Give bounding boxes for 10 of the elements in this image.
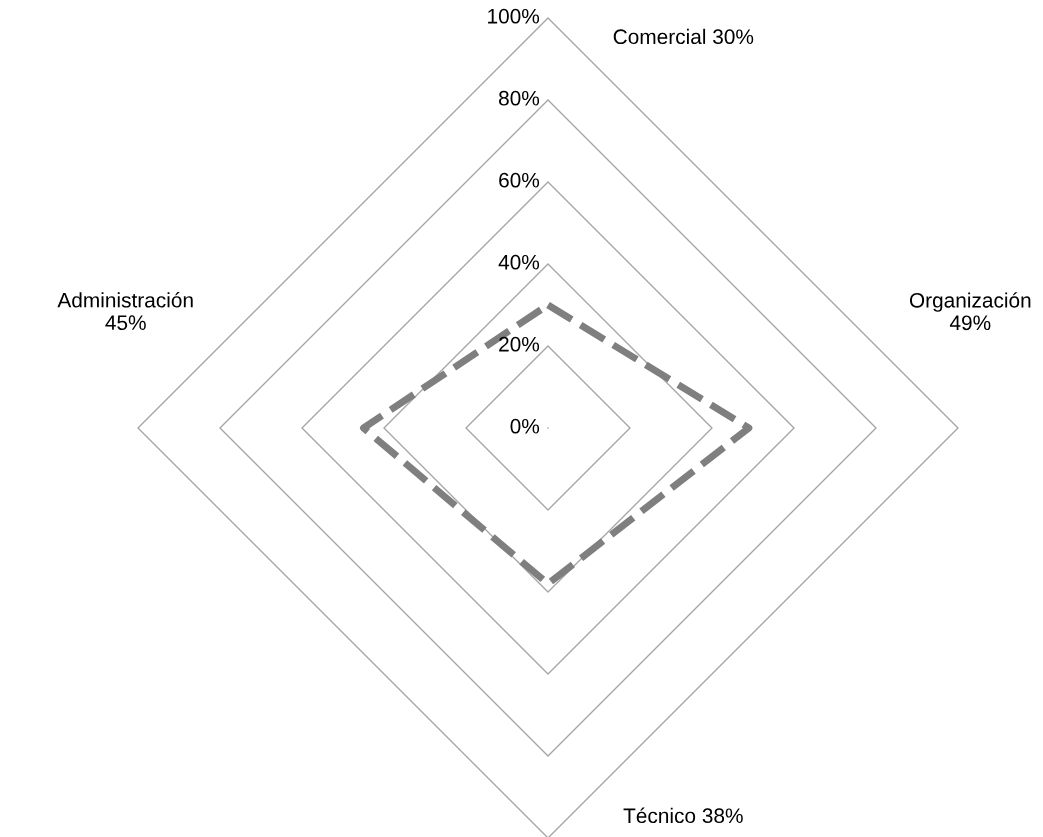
y-tick-label: 100% [488, 8, 540, 24]
spoke-label: Administración 45% [57, 292, 193, 331]
y-tick-label: 0% [510, 418, 540, 434]
y-tick-label: 20% [499, 336, 540, 352]
spoke-label: Técnico 38% [623, 807, 743, 824]
spoke-label: Organización 49% [909, 292, 1031, 331]
y-tick-label: 60% [499, 172, 540, 188]
y-tick-label: 40% [498, 254, 540, 270]
spoke-label: Comercial 30% [613, 28, 754, 45]
y-tick-label: 80% [499, 90, 540, 106]
